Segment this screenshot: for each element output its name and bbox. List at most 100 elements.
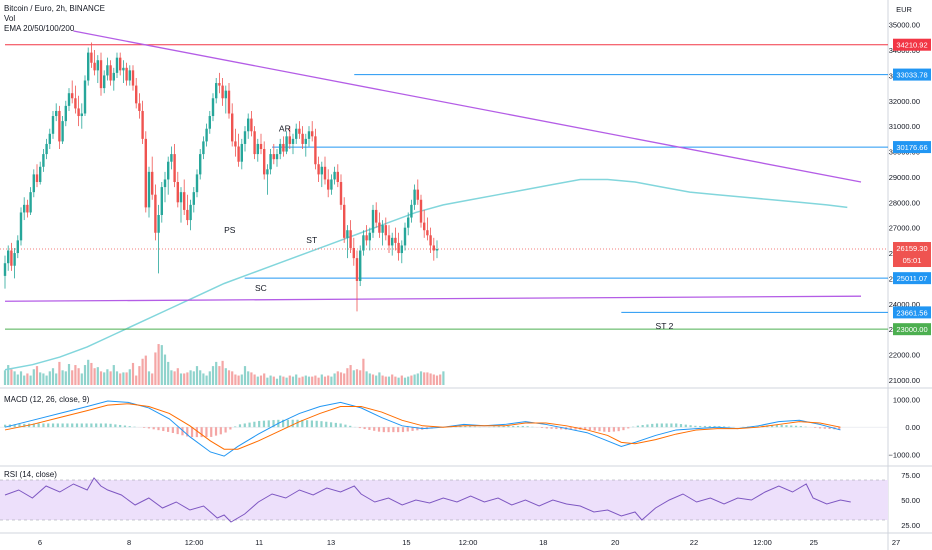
macd-histogram-bar: [598, 427, 601, 432]
candle-body: [19, 212, 23, 241]
signal-line: [4, 403, 841, 450]
price-tick-label: 21000.00: [889, 376, 920, 385]
volume-bar: [387, 376, 391, 385]
candle-body: [250, 118, 253, 132]
volume-bar: [122, 372, 125, 385]
volume-bar: [295, 374, 298, 385]
macd-histogram-bar: [315, 420, 318, 428]
volume-bar: [189, 370, 192, 385]
macd-histogram-bar: [473, 426, 476, 428]
macd-histogram-bar: [4, 424, 7, 428]
candle-body: [365, 235, 368, 241]
volume-bar: [442, 371, 445, 385]
volume-bar: [154, 352, 157, 385]
macd-histogram-bar: [660, 423, 663, 428]
volume-bar: [227, 370, 231, 385]
macd-histogram-bar: [646, 424, 649, 428]
volume-bar: [176, 368, 179, 385]
macd-histogram-bar: [612, 427, 615, 432]
macd-histogram-bar: [301, 419, 304, 428]
macd-histogram-bar: [99, 423, 103, 428]
candle-body: [413, 189, 416, 205]
macd-histogram-bar: [310, 420, 313, 428]
volume-bar: [13, 371, 16, 385]
macd-histogram-bar: [670, 423, 673, 428]
time-tick-label: 25: [810, 538, 818, 547]
macd-histogram-bar: [109, 423, 112, 428]
candle-body: [410, 204, 413, 218]
macd-histogram-bar: [679, 424, 683, 428]
candle-body: [176, 182, 179, 203]
volume-bar: [269, 375, 272, 385]
time-tick-label: 18: [539, 538, 547, 547]
macd-histogram-bar: [799, 426, 802, 428]
candle-body: [29, 192, 32, 213]
candle-body: [173, 154, 176, 183]
price-level-tag: [893, 306, 931, 319]
candle-body: [291, 138, 295, 144]
volume-bar: [10, 369, 13, 385]
candle-body: [381, 225, 384, 233]
volume-bar: [323, 376, 327, 385]
macd-histogram-bar: [147, 427, 151, 429]
time-tick-label: 22: [690, 538, 698, 547]
volume-bar: [51, 368, 55, 385]
macd-histogram-bar: [699, 425, 702, 428]
volume-bar: [128, 369, 131, 385]
macd-histogram-bar: [603, 427, 606, 432]
macd-histogram-bar: [526, 426, 529, 428]
volume-bar: [87, 359, 90, 385]
macd-histogram-bar: [210, 427, 213, 437]
volume-bar: [186, 372, 189, 385]
macd-histogram-bar: [617, 427, 620, 432]
candle-body: [64, 105, 67, 122]
candle-body: [243, 131, 247, 144]
volume-bar: [266, 377, 269, 385]
candle-body: [67, 93, 71, 106]
candle-body: [391, 237, 394, 246]
wyckoff-annotation: SC: [255, 283, 267, 293]
candle-body: [403, 227, 407, 246]
candle-body: [311, 131, 314, 137]
volume-bar: [282, 376, 285, 385]
candle-body: [359, 250, 362, 281]
time-tick-label: 12:00: [459, 538, 478, 547]
candle-body: [45, 143, 48, 155]
volume-bar: [304, 375, 307, 385]
volume-bar: [307, 376, 311, 385]
price-level-tag: [893, 323, 931, 336]
rsi-tick-label: 25.00: [901, 521, 920, 530]
candle-body: [282, 143, 285, 152]
bar-countdown: 05:01: [903, 256, 922, 265]
volume-bar: [192, 371, 195, 385]
volume-bar: [243, 366, 247, 385]
price-level-tag-label: 23000.00: [896, 325, 927, 334]
volume-bar: [371, 374, 375, 385]
volume-bar: [119, 373, 122, 385]
candle-body: [179, 192, 183, 203]
macd-histogram-bar: [23, 423, 26, 428]
candle-body: [432, 245, 435, 251]
macd-histogram-bar: [588, 427, 592, 430]
volume-bar: [96, 367, 99, 385]
volume-bar: [218, 366, 221, 385]
volume-bar: [314, 375, 317, 385]
volume-bar: [147, 371, 151, 385]
candle-body: [394, 237, 397, 243]
candle-body: [221, 85, 224, 99]
macd-histogram-bar: [66, 423, 69, 428]
candle-body: [128, 70, 131, 81]
macd-histogram-bar: [550, 427, 553, 429]
macd-histogram-bar: [334, 422, 337, 428]
chart-title: Bitcoin / Euro, 2h, BINANCE Vol EMA 20/5…: [4, 4, 105, 34]
candle-body: [202, 141, 205, 155]
time-tick-label: 11: [255, 538, 263, 547]
volume-bar: [298, 377, 301, 385]
candle-body: [199, 154, 202, 175]
candle-body: [147, 171, 151, 208]
volume-bar: [439, 374, 442, 385]
candle-body: [131, 70, 135, 86]
macd-histogram-bar: [305, 420, 309, 428]
macd-histogram-bar: [785, 425, 788, 428]
